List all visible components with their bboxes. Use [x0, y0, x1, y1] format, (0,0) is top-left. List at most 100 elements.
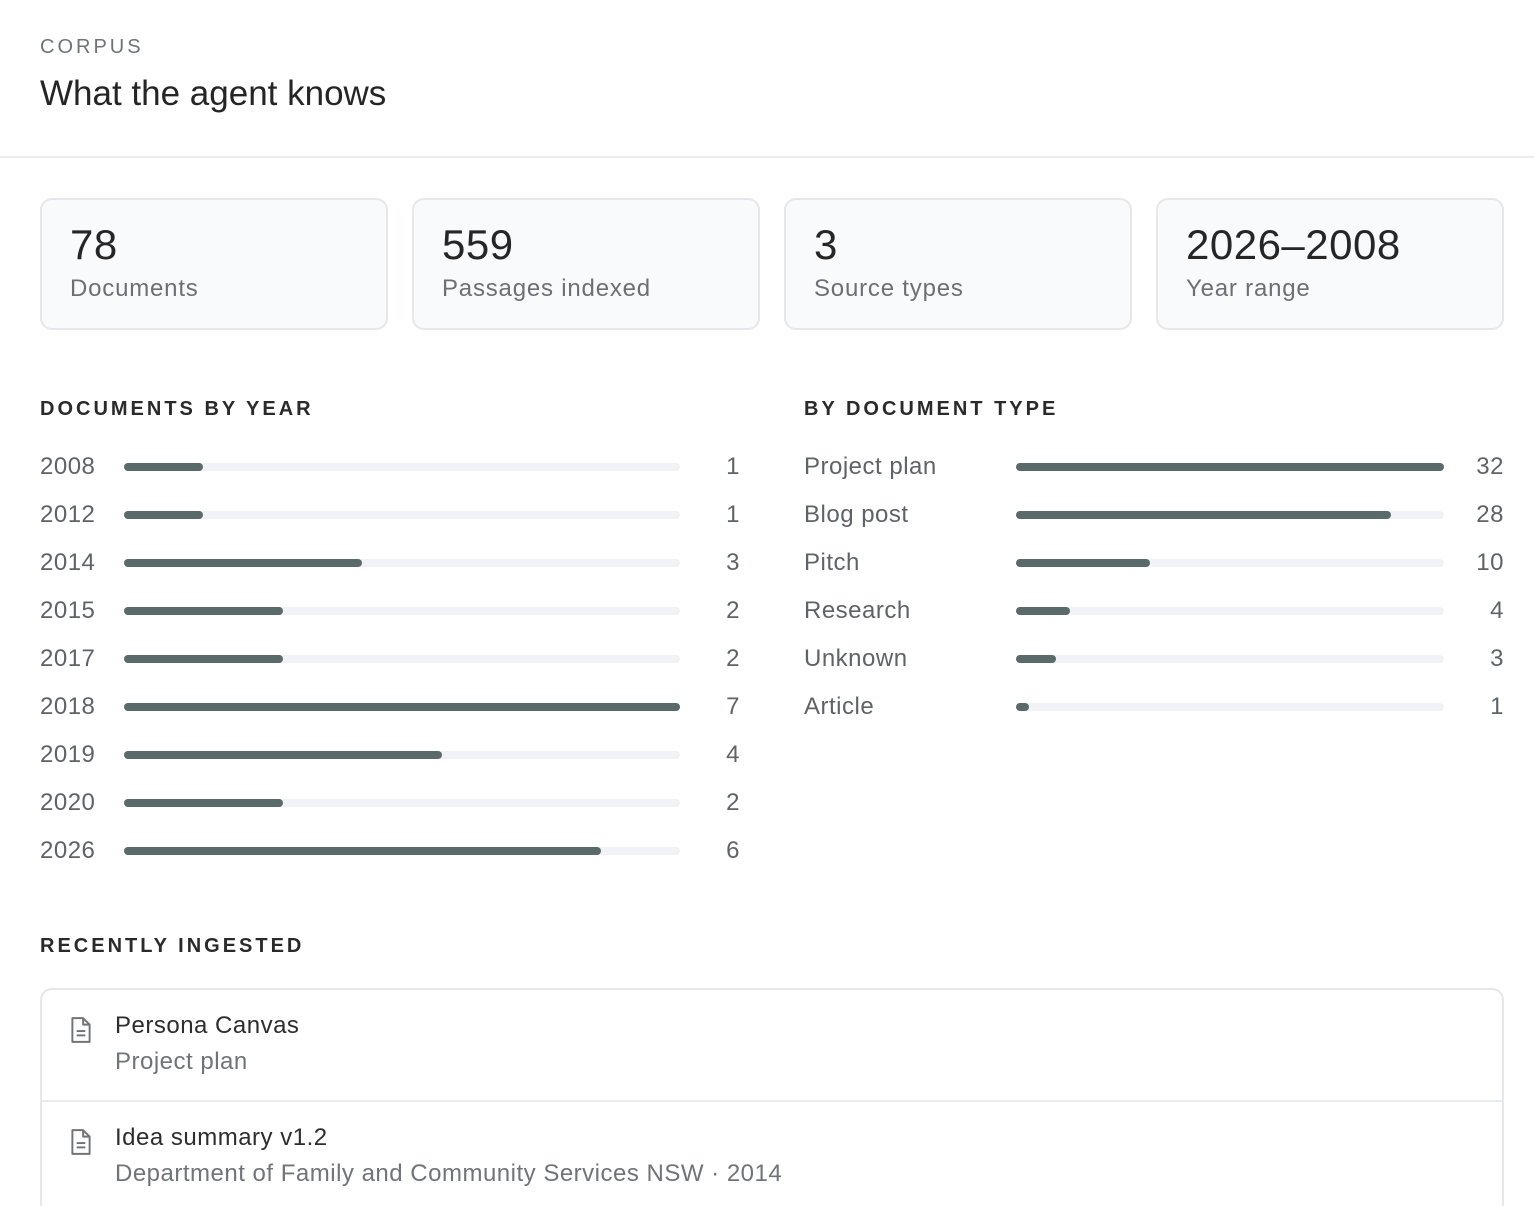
bar-row: Pitch 10 — [804, 548, 1504, 578]
bar-track — [1016, 511, 1444, 519]
bar-label: Research — [804, 597, 911, 624]
bar-count: 2 — [726, 597, 740, 624]
bar-count: 1 — [1490, 693, 1504, 720]
document-icon — [71, 1129, 91, 1155]
bar-label: 2014 — [40, 549, 96, 576]
bar-row: 2008 1 — [40, 452, 740, 482]
stat-card-source-types: 3 Source types — [784, 198, 1132, 330]
document-icon — [71, 1017, 91, 1043]
bar-label: 2026 — [40, 837, 96, 864]
bar-label: 2019 — [40, 741, 96, 768]
bar-fill — [124, 463, 204, 471]
bar-fill — [1016, 607, 1070, 615]
bar-fill — [1016, 655, 1057, 663]
bar-count: 3 — [726, 549, 740, 576]
bar-fill — [124, 655, 283, 663]
recent-item[interactable]: Idea summary v1.2 Department of Family a… — [42, 1100, 1502, 1206]
bar-row: 2017 2 — [40, 644, 740, 674]
bar-row: 2020 2 — [40, 788, 740, 818]
bar-label: Pitch — [804, 549, 860, 576]
stat-label: Documents — [70, 275, 199, 302]
bar-track — [124, 799, 680, 807]
stat-value: 3 — [814, 221, 838, 268]
bar-fill — [1016, 559, 1150, 567]
bar-track — [124, 703, 680, 711]
bar-count: 2 — [726, 645, 740, 672]
bar-count: 3 — [1490, 645, 1504, 672]
bar-track — [1016, 655, 1444, 663]
bar-track — [124, 655, 680, 663]
bar-label: Article — [804, 693, 875, 720]
bar-row: Unknown 3 — [804, 644, 1504, 674]
bar-row: Article 1 — [804, 692, 1504, 722]
stat-value: 559 — [442, 221, 514, 268]
bar-row: 2018 7 — [40, 692, 740, 722]
bar-row: Blog post 28 — [804, 500, 1504, 530]
bar-fill — [124, 703, 680, 711]
bar-count: 6 — [726, 837, 740, 864]
recent-item[interactable]: Persona Canvas Project plan — [42, 990, 1502, 1100]
bar-track — [1016, 607, 1444, 615]
stats-row: 78 Documents 559 Passages indexed 3 Sour… — [40, 198, 1504, 330]
bar-label: 2018 — [40, 693, 96, 720]
bar-label: Unknown — [804, 645, 908, 672]
bar-count: 1 — [726, 453, 740, 480]
bar-fill — [1016, 703, 1030, 711]
bar-label: Project plan — [804, 453, 937, 480]
stat-label: Passages indexed — [442, 275, 651, 302]
bar-fill — [124, 607, 283, 615]
bar-track — [1016, 559, 1444, 567]
page-header: CORPUS What the agent knows — [0, 0, 1534, 158]
bar-track — [1016, 703, 1444, 711]
bar-fill — [1016, 463, 1444, 471]
bar-label: 2017 — [40, 645, 96, 672]
bar-row: Research 4 — [804, 596, 1504, 626]
by-document-type-heading: BY DOCUMENT TYPE — [804, 398, 1059, 420]
page-eyebrow: CORPUS — [40, 36, 144, 58]
bar-track — [1016, 463, 1444, 471]
bar-label: Blog post — [804, 501, 909, 528]
recent-item-subtitle: Department of Family and Community Servi… — [115, 1160, 783, 1187]
bar-label: 2012 — [40, 501, 96, 528]
bar-track — [124, 463, 680, 471]
stat-card-passages: 559 Passages indexed — [412, 198, 760, 330]
bar-count: 4 — [726, 741, 740, 768]
documents-by-year-heading: DOCUMENTS BY YEAR — [40, 398, 314, 420]
recently-ingested-heading: RECENTLY INGESTED — [40, 935, 305, 957]
bar-fill — [124, 847, 601, 855]
bar-row: 2012 1 — [40, 500, 740, 530]
bar-count: 1 — [726, 501, 740, 528]
bar-fill — [124, 751, 442, 759]
bar-count: 32 — [1476, 453, 1504, 480]
stat-label: Source types — [814, 275, 964, 302]
bar-row: Project plan 32 — [804, 452, 1504, 482]
page-title: What the agent knows — [40, 74, 387, 113]
bar-row: 2026 6 — [40, 836, 740, 866]
bar-count: 4 — [1490, 597, 1504, 624]
bar-fill — [124, 511, 204, 519]
bar-track — [124, 847, 680, 855]
stat-card-year-range: 2026–2008 Year range — [1156, 198, 1504, 330]
bar-count: 28 — [1476, 501, 1504, 528]
bar-fill — [1016, 511, 1391, 519]
stat-value: 2026–2008 — [1186, 221, 1401, 268]
recent-item-subtitle: Project plan — [115, 1048, 248, 1075]
bar-track — [124, 751, 680, 759]
recent-item-title: Persona Canvas — [115, 1012, 300, 1039]
bar-label: 2008 — [40, 453, 96, 480]
bar-row: 2015 2 — [40, 596, 740, 626]
bar-track — [124, 607, 680, 615]
bar-label: 2015 — [40, 597, 96, 624]
bar-count: 2 — [726, 789, 740, 816]
bar-label: 2020 — [40, 789, 96, 816]
bar-row: 2014 3 — [40, 548, 740, 578]
recent-item-title: Idea summary v1.2 — [115, 1124, 328, 1151]
stat-card-documents: 78 Documents — [40, 198, 388, 330]
bar-row: 2019 4 — [40, 740, 740, 770]
bar-fill — [124, 559, 363, 567]
stat-label: Year range — [1186, 275, 1311, 302]
bar-count: 7 — [726, 693, 740, 720]
bar-track — [124, 559, 680, 567]
recently-ingested-list: Persona Canvas Project plan Idea summary… — [40, 988, 1504, 1206]
